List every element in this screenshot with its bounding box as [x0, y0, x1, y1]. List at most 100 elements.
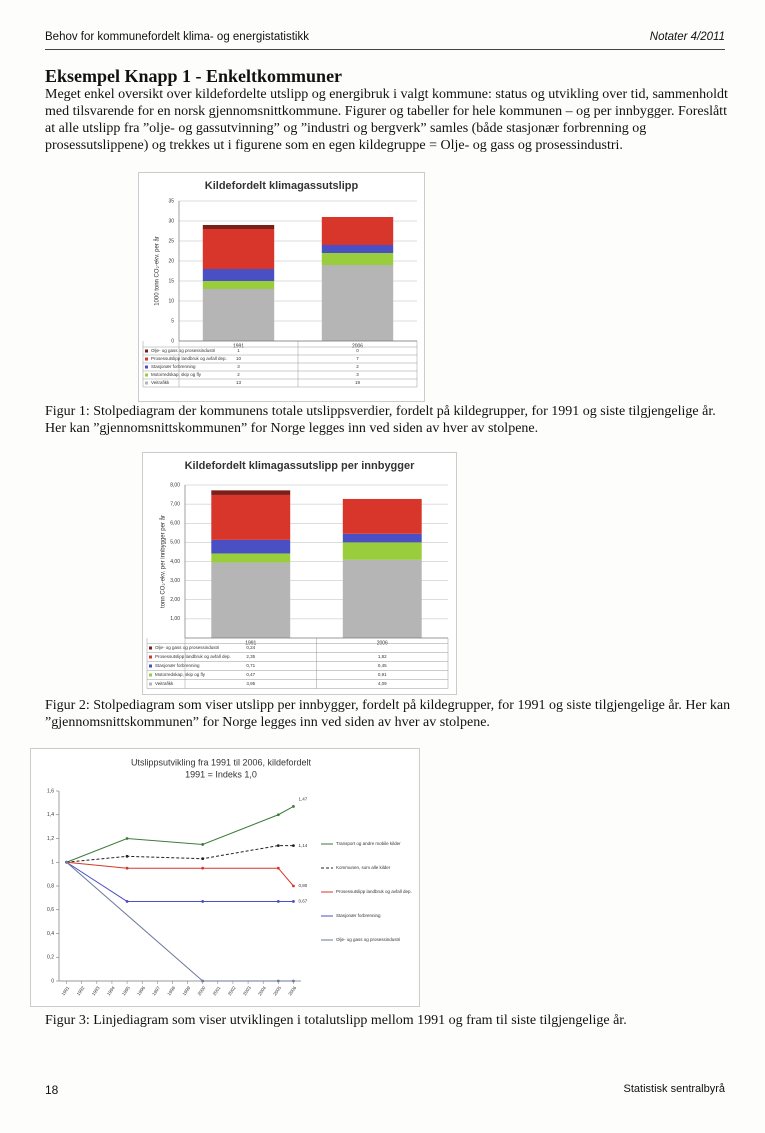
- point-marker: [292, 979, 295, 983]
- table-value: 0,45: [378, 663, 387, 668]
- y-tick-label: 0: [51, 978, 54, 984]
- table-value: 2: [356, 364, 359, 369]
- bar-segment: [321, 245, 394, 253]
- chart-title: Utslippsutvikling fra 1991 til 2006, kil…: [131, 757, 312, 767]
- figure-3-chart: Utslippsutvikling fra 1991 til 2006, kil…: [30, 748, 420, 1007]
- legend-label: Veitrafikk: [155, 681, 174, 686]
- y-tick-label: 25: [168, 238, 174, 244]
- point-marker: [292, 844, 295, 848]
- caption: Figur 3: Linjediagram som viser utviklin…: [45, 1013, 627, 1028]
- point-marker: [65, 860, 68, 864]
- legend-label: Transport og andre mobile kilder: [336, 841, 401, 846]
- point-marker: [125, 900, 129, 903]
- table-value: 2: [237, 372, 240, 377]
- point-marker: [292, 900, 295, 903]
- bar-segment: [321, 217, 394, 245]
- legend-swatch: [149, 655, 152, 659]
- data-label: 0,67: [298, 899, 307, 904]
- x-tick-label: 2004: [257, 985, 267, 996]
- bar-segment: [321, 253, 394, 265]
- legend-label: Veitrafikk: [151, 380, 170, 385]
- x-tick-label: 1993: [91, 985, 101, 996]
- chart-title: Kildefordelt klimagassutslipp: [205, 180, 359, 192]
- bar-segment: [211, 539, 291, 554]
- x-tick-label: 1991: [61, 985, 71, 996]
- table-value: 3,95: [246, 681, 255, 686]
- point-marker: [125, 854, 129, 858]
- table-value: 4,09: [378, 681, 387, 686]
- legend-swatch: [149, 682, 152, 686]
- point-marker: [125, 866, 129, 870]
- legend-label: Motorredskap, skip og fly: [155, 672, 206, 677]
- caption: Figur 1: Stolpediagram der kommunens tot…: [45, 404, 716, 436]
- series-line: [66, 805, 294, 863]
- x-tick-label: 2001: [212, 985, 222, 996]
- data-label: 1,47: [298, 797, 307, 802]
- point-marker: [125, 837, 129, 840]
- bar-segment: [211, 562, 291, 638]
- data-label: 0,80: [298, 883, 307, 888]
- figure-2-chart: Kildefordelt klimagassutslipp per innbyg…: [142, 452, 457, 695]
- legend-label: Prosessutslipp landbruk og avfall dep.: [151, 356, 227, 361]
- bar-segment: [211, 494, 291, 540]
- x-tick-label: 1999: [182, 985, 192, 996]
- chart-title: Kildefordelt klimagassutslipp per innbyg…: [185, 460, 416, 472]
- point-marker: [276, 813, 280, 817]
- x-tick-label: 2006: [287, 985, 297, 996]
- bar-segment: [342, 498, 422, 534]
- point-marker: [201, 857, 205, 861]
- x-tick-label: 2002: [227, 985, 237, 996]
- y-tick-label: 6,00: [170, 521, 180, 527]
- legend-label: Olje- og gass og prosessindustri: [151, 348, 215, 353]
- category-label: 1991: [233, 343, 244, 349]
- table-value: 2,35: [246, 654, 255, 659]
- table-value: 1: [237, 348, 240, 353]
- legend-label: Olje- og gass og prosessindustri: [336, 937, 400, 942]
- y-tick-label: 30: [168, 218, 174, 224]
- legend-swatch: [149, 664, 152, 668]
- point-marker: [292, 805, 295, 808]
- y-tick-label: 0: [171, 338, 174, 344]
- x-tick-label: 2003: [242, 985, 252, 996]
- legend-label: Olje- og gass og prosessindustri: [155, 645, 219, 650]
- legend-swatch: [145, 349, 148, 353]
- legend-swatch: [145, 357, 148, 361]
- legend-swatch: [145, 365, 148, 369]
- table-value: 19: [355, 380, 361, 385]
- table-value: 0,47: [246, 672, 255, 677]
- table-value: 13: [236, 380, 242, 385]
- y-tick-label: 0,2: [47, 955, 54, 961]
- y-tick-label: 1,4: [47, 812, 54, 818]
- point-marker: [276, 866, 280, 870]
- legend-swatch: [145, 373, 148, 377]
- y-tick-label: 1,2: [47, 836, 54, 842]
- x-tick-label: 2000: [197, 985, 207, 996]
- bar-segment: [202, 289, 275, 341]
- page-number: 18: [45, 1083, 59, 1097]
- legend-swatch: [149, 646, 152, 650]
- y-axis-label: 1000 tonn CO₂-ekv. per år: [154, 236, 161, 306]
- point-marker: [276, 844, 280, 848]
- bar-segment: [342, 559, 422, 638]
- y-tick-label: 8,00: [170, 482, 180, 488]
- header-rule: [45, 49, 725, 50]
- bar-segment: [342, 542, 422, 560]
- x-tick-label: 2005: [272, 985, 282, 996]
- legend-swatch: [145, 381, 148, 385]
- legend-label: Stasjonær forbrenning: [336, 913, 381, 918]
- legend-label: Stasjonær forbrenning: [151, 364, 196, 369]
- running-header: Behov for kommunefordelt klima- og energ…: [45, 31, 309, 43]
- data-label: 1,14: [298, 843, 307, 848]
- bar-segment: [342, 533, 422, 543]
- running-header-right: Notater 4/2011: [649, 31, 725, 43]
- x-tick-label: 1996: [136, 985, 146, 996]
- bar-segment: [202, 225, 275, 229]
- chart-subtitle: 1991 = Indeks 1,0: [185, 769, 257, 779]
- bar-segment: [202, 229, 275, 269]
- paragraph: Meget enkel oversikt over kildefordelte …: [45, 87, 728, 153]
- point-marker: [201, 866, 205, 870]
- bar-segment: [211, 553, 291, 563]
- publisher: Statistisk sentralbyrå: [623, 1083, 725, 1095]
- bar-segment: [211, 490, 291, 495]
